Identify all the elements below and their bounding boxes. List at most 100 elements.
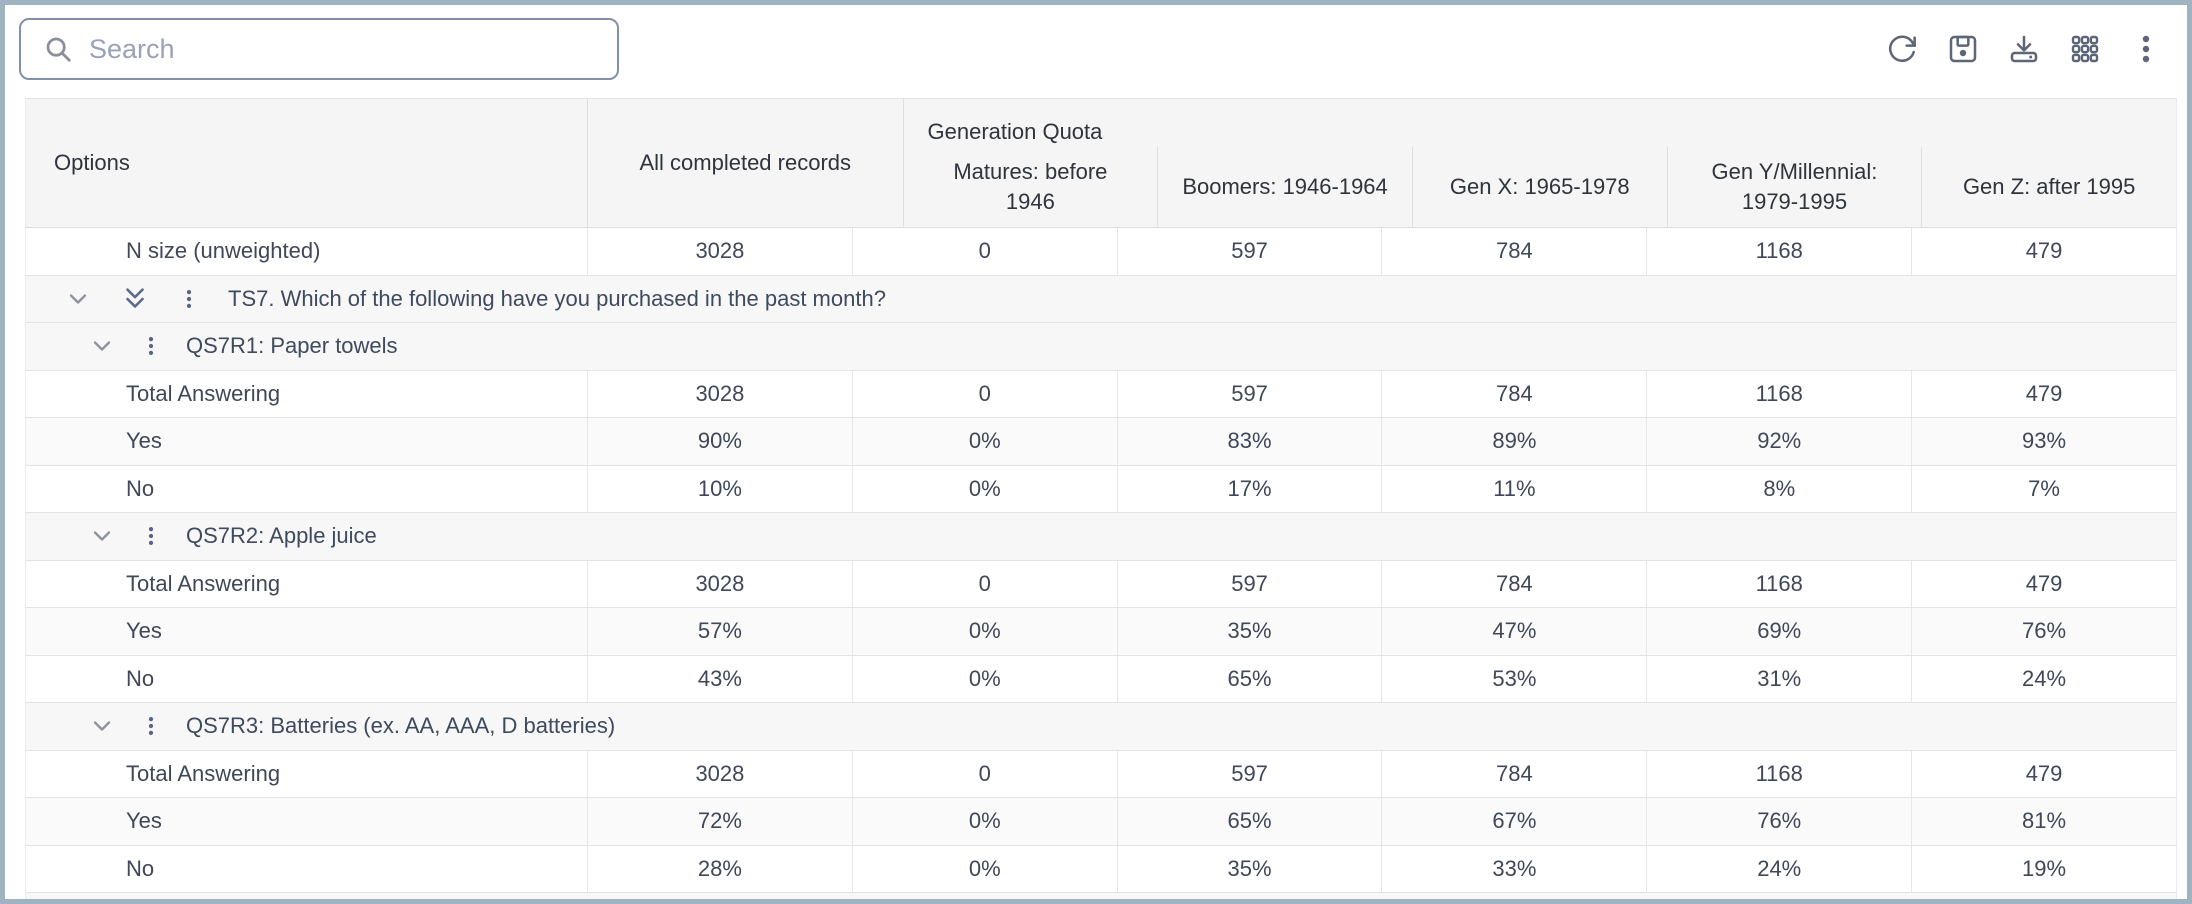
cell-value: 479 <box>1911 370 2177 417</box>
cell-value: 1168 <box>1646 228 1911 275</box>
subquestion-row-qs7r2: QS7R2: Apple juice <box>25 513 2177 561</box>
cell-value: 19% <box>1911 845 2177 892</box>
cell-value: 0 <box>851 228 1117 275</box>
cell-value: 89% <box>1381 418 1646 465</box>
cell-value: 11% <box>1381 465 1646 512</box>
cell-value: 0% <box>851 655 1117 702</box>
kebab-icon <box>148 337 154 356</box>
row-label: No <box>25 655 587 702</box>
cell-value: 43% <box>587 655 852 702</box>
refresh-button[interactable] <box>1885 32 1919 66</box>
cell-value: 31% <box>1646 655 1911 702</box>
cell-value: 28% <box>587 845 852 892</box>
cell-value: 67% <box>1381 798 1646 845</box>
column-header-genz: Gen Z: after 1995 <box>1921 147 2176 227</box>
subquestion-row-qs7r3: QS7R3: Batteries (ex. AA, AAA, D batteri… <box>25 703 2177 751</box>
cell-value: 479 <box>1911 560 2177 607</box>
subquestion-label: QS7R3: Batteries (ex. AA, AAA, D batteri… <box>186 713 616 739</box>
download-button[interactable] <box>2007 32 2041 66</box>
row-label: Yes <box>25 798 587 845</box>
question-menu-button[interactable] <box>178 286 200 312</box>
cell-value: 0% <box>851 798 1117 845</box>
cell-value: 597 <box>1116 750 1382 797</box>
toolbar <box>5 5 2187 93</box>
grid-view-button[interactable] <box>2068 32 2102 66</box>
cell-value: 597 <box>1116 228 1382 275</box>
table-row-nsize: N size (unweighted) 3028 0 597 784 1168 … <box>25 228 2177 276</box>
collapse-question-button[interactable] <box>64 285 92 313</box>
cell-value: 57% <box>587 608 852 655</box>
collapse-subquestion-button[interactable] <box>88 332 116 360</box>
cell-value: 24% <box>1646 845 1911 892</box>
table-row: No 28% 0% 35% 33% 24% 19% <box>25 845 2177 893</box>
table-row: Yes 90% 0% 83% 89% 92% 93% <box>25 418 2177 466</box>
group-header-label: Generation Quota <box>927 119 1103 144</box>
generation-quota-group: Generation Quota Matures: before 1946 Bo… <box>902 99 2177 227</box>
group-subcolumns: Matures: before 1946 Boomers: 1946-1964 … <box>904 147 2177 227</box>
kebab-icon <box>148 717 154 736</box>
cell-value: 93% <box>1911 418 2177 465</box>
cell-value: 0 <box>851 370 1117 417</box>
column-header-genx: Gen X: 1965-1978 <box>1411 147 1667 227</box>
cell-value: 3028 <box>587 228 852 275</box>
column-header-boomers: Boomers: 1946-1964 <box>1157 147 1412 227</box>
subquestion-menu-button[interactable] <box>140 333 162 359</box>
cell-value: 0 <box>851 750 1117 797</box>
toolbar-actions <box>1885 32 2163 66</box>
kebab-icon <box>148 527 154 546</box>
cell-value: 35% <box>1116 845 1382 892</box>
download-icon <box>2010 35 2038 63</box>
cell-value: 7% <box>1911 465 2177 512</box>
cell-value: 47% <box>1381 608 1646 655</box>
collapse-subquestion-button[interactable] <box>88 522 116 550</box>
double-chevron-down-icon <box>126 288 144 308</box>
cell-value: 10% <box>587 465 852 512</box>
subquestion-label: QS7R2: Apple juice <box>186 523 377 549</box>
row-label: No <box>25 845 587 892</box>
row-label: Total Answering <box>25 750 587 797</box>
cell-value: 65% <box>1116 798 1382 845</box>
row-label: N size (unweighted) <box>25 228 587 275</box>
row-label: Yes <box>25 608 587 655</box>
cell-value: 0% <box>851 418 1117 465</box>
all-completed-header-label: All completed records <box>639 150 852 176</box>
expand-all-button[interactable] <box>120 284 150 314</box>
table-row: Yes 57% 0% 35% 47% 69% 76% <box>25 608 2177 656</box>
search-box[interactable] <box>19 18 619 80</box>
search-input[interactable] <box>89 20 617 78</box>
cell-value: 784 <box>1381 228 1646 275</box>
cell-value: 92% <box>1646 418 1911 465</box>
cell-value: 0% <box>851 845 1117 892</box>
column-header-geny: Gen Y/Millennial: 1979-1995 <box>1666 147 1922 227</box>
cell-value: 3028 <box>587 560 852 607</box>
row-label: Total Answering <box>25 560 587 607</box>
column-header-options: Options <box>25 99 587 227</box>
table-row: Total Answering 3028 0 597 784 1168 479 <box>25 560 2177 608</box>
cell-value: 784 <box>1381 750 1646 797</box>
cell-value: 72% <box>587 798 852 845</box>
subquestion-label: QS7R1: Paper towels <box>186 333 398 359</box>
cell-value: 479 <box>1911 750 2177 797</box>
cell-value: 784 <box>1381 370 1646 417</box>
cell-value: 1168 <box>1646 750 1911 797</box>
save-button[interactable] <box>1946 32 1980 66</box>
subquestion-menu-button[interactable] <box>140 523 162 549</box>
table-row: No 43% 0% 65% 53% 31% 24% <box>25 655 2177 703</box>
next-row-clipped <box>25 893 2177 899</box>
question-row-ts7: TS7. Which of the following have you pur… <box>25 275 2177 323</box>
kebab-icon <box>186 289 192 308</box>
cell-value: 784 <box>1381 560 1646 607</box>
cell-value: 3028 <box>587 370 852 417</box>
more-menu-button[interactable] <box>2129 32 2163 66</box>
row-label: Yes <box>25 418 587 465</box>
collapse-subquestion-button[interactable] <box>88 712 116 740</box>
cell-value: 35% <box>1116 608 1382 655</box>
options-header-label: Options <box>54 150 130 175</box>
cell-value: 33% <box>1381 845 1646 892</box>
cell-value: 3028 <box>587 750 852 797</box>
cell-value: 597 <box>1116 370 1382 417</box>
subquestion-menu-button[interactable] <box>140 713 162 739</box>
cell-value: 479 <box>1911 228 2177 275</box>
cell-value: 17% <box>1116 465 1382 512</box>
